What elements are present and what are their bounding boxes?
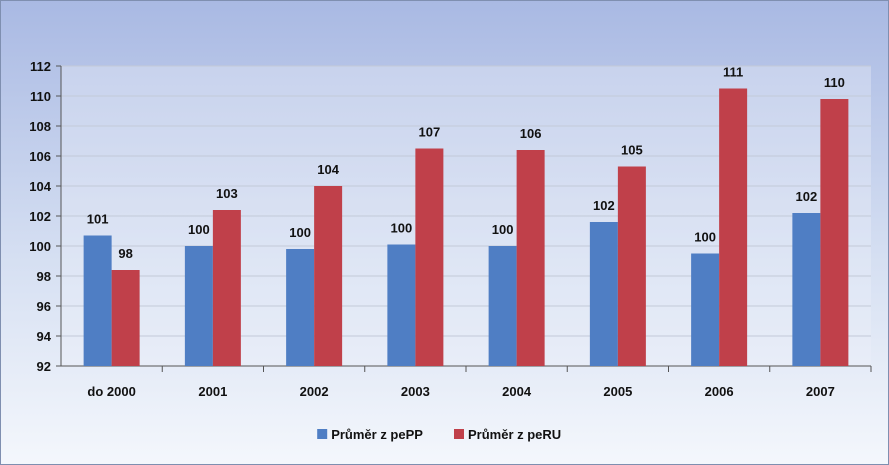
data-label: 110 — [824, 75, 845, 90]
bar — [617, 166, 646, 366]
y-tick-label: 94 — [37, 329, 52, 344]
x-tick-label: do 2000 — [87, 384, 135, 399]
y-tick-label: 102 — [29, 209, 51, 224]
bar — [415, 148, 444, 366]
legend-swatch — [317, 429, 328, 439]
bar — [286, 249, 315, 366]
bar — [387, 244, 416, 366]
legend-label: Průměr z pePP — [331, 427, 423, 442]
data-label: 100 — [188, 222, 210, 237]
y-tick-label: 112 — [30, 59, 51, 74]
data-label: 103 — [216, 186, 238, 201]
data-label: 100 — [492, 222, 514, 237]
data-label: 100 — [289, 225, 311, 240]
data-label: 101 — [87, 212, 109, 227]
data-label: 106 — [520, 126, 542, 141]
bar — [111, 270, 140, 366]
data-label: 100 — [391, 221, 413, 236]
y-tick-label: 96 — [37, 299, 51, 314]
bar — [589, 222, 618, 366]
bar — [820, 99, 849, 366]
bar — [212, 210, 241, 366]
legend-label: Průměr z peRU — [468, 427, 561, 442]
y-tick-label: 106 — [29, 149, 51, 164]
x-tick-label: 2004 — [502, 384, 532, 399]
y-tick-label: 104 — [29, 179, 51, 194]
x-tick-label: 2006 — [705, 384, 734, 399]
y-tick-label: 100 — [29, 239, 51, 254]
bar — [184, 246, 213, 366]
bar — [792, 213, 821, 366]
bar — [719, 88, 748, 366]
data-label: 104 — [317, 162, 339, 177]
y-tick-label: 98 — [37, 269, 51, 284]
data-label: 105 — [621, 143, 643, 158]
data-label: 100 — [694, 230, 716, 245]
x-tick-label: 2003 — [401, 384, 430, 399]
x-tick-label: 2007 — [806, 384, 835, 399]
bar — [83, 235, 112, 366]
y-tick-label: 92 — [37, 359, 51, 374]
x-tick-label: 2002 — [300, 384, 329, 399]
bar — [516, 150, 545, 366]
data-label: 102 — [796, 189, 818, 204]
data-label: 107 — [419, 125, 441, 140]
bar — [691, 253, 720, 366]
x-tick-label: 2005 — [603, 384, 632, 399]
x-tick-label: 2001 — [198, 384, 227, 399]
bar — [314, 186, 343, 366]
y-tick-label: 110 — [30, 89, 51, 104]
legend-swatch — [454, 429, 464, 439]
bar — [488, 246, 517, 366]
y-tick-label: 108 — [29, 119, 51, 134]
data-label: 102 — [593, 198, 615, 213]
data-label: 98 — [118, 246, 132, 261]
data-label: 111 — [723, 65, 743, 80]
